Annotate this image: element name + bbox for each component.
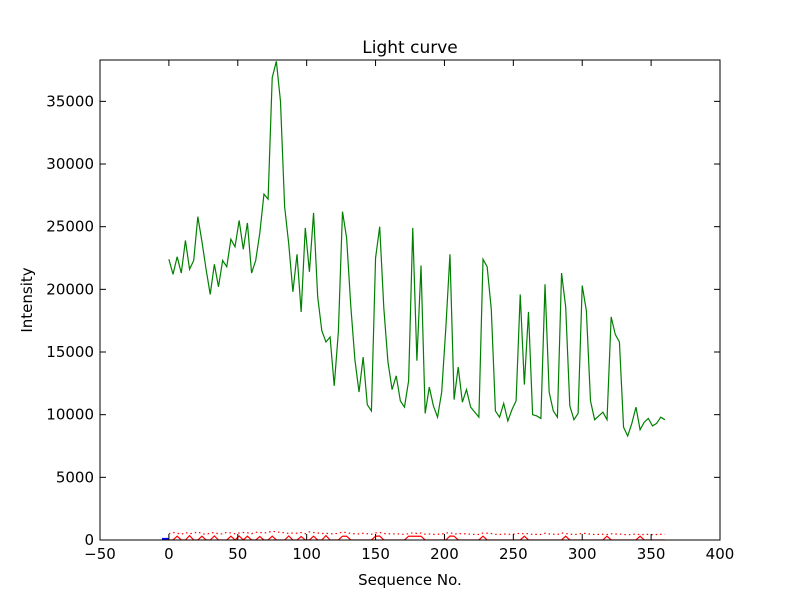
y-tick-label: 20000: [46, 280, 94, 298]
chart-title: Light curve: [362, 38, 457, 58]
y-axis-label: Intensity: [18, 267, 36, 332]
y-tick-label: 35000: [46, 92, 94, 110]
y-tick-label: 15000: [46, 343, 94, 361]
series-line-1: [168, 61, 666, 438]
x-tick-label: −50: [84, 545, 116, 563]
x-tick-label: 250: [499, 545, 528, 563]
x-axis-label: Sequence No.: [358, 571, 462, 589]
x-tick-label: 50: [228, 545, 247, 563]
axis-ticks: −50 0 50 100 150 200 250 300 350 4000500010000150…: [46, 60, 734, 563]
x-tick-label: 0: [164, 545, 174, 563]
y-tick-label: 30000: [46, 155, 94, 173]
y-tick-label: 25000: [46, 218, 94, 236]
series-line-2: [168, 534, 665, 540]
x-tick-label: 100: [292, 545, 321, 563]
x-tick-label: 400: [706, 545, 735, 563]
x-tick-label: 350: [637, 545, 666, 563]
x-tick-label: 300: [568, 545, 597, 563]
x-tick-label: 150: [361, 545, 390, 563]
y-tick-label: 5000: [56, 468, 94, 486]
y-tick-label: 10000: [46, 406, 94, 424]
plot-area: [162, 61, 666, 540]
series-line-3: [168, 530, 665, 536]
axes-frame: [99, 59, 721, 541]
x-tick-label: 200: [430, 545, 459, 563]
y-tick-label: 0: [84, 531, 94, 549]
